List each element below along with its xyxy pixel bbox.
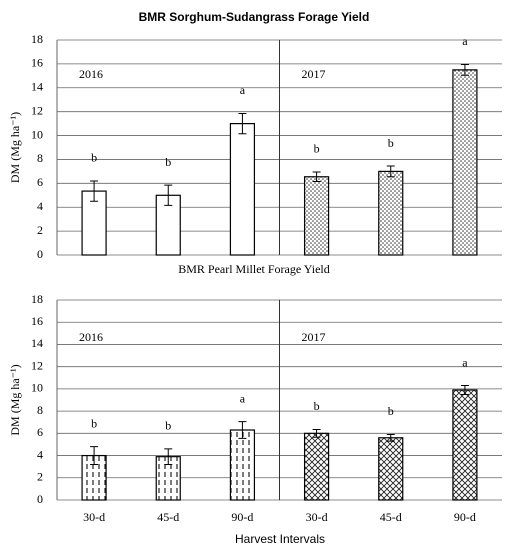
y-tick-label: 8: [37, 151, 43, 165]
significance-letter: b: [165, 419, 171, 433]
significance-letter: a: [240, 391, 246, 405]
x-tick-label: 45-d: [380, 510, 402, 524]
error-bar: [312, 171, 321, 183]
bar: [229, 123, 256, 256]
y-tick-label: 10: [31, 127, 43, 141]
error-bar: [90, 446, 99, 465]
bar: [378, 170, 404, 256]
chart-title: BMR Sorghum-Sudangrass Forage Yield: [139, 10, 370, 24]
group-label: 2016: [79, 330, 103, 344]
group-label: 2017: [302, 67, 326, 81]
bar: [303, 432, 330, 501]
x-tick-label: 45-d: [157, 510, 179, 524]
y-tick-label: 16: [31, 56, 43, 70]
x-tick-label: 90-d: [454, 510, 476, 524]
error-bar: [164, 448, 173, 465]
y-tick-label: 14: [31, 336, 43, 350]
significance-letter: a: [462, 34, 468, 48]
error-bar: [386, 165, 395, 178]
significance-letter: b: [165, 155, 171, 169]
y-tick-label: 6: [37, 425, 43, 439]
bar: [452, 69, 478, 256]
significance-letter: b: [91, 151, 97, 165]
x-tick-label: 30-d: [83, 510, 105, 524]
y-tick-label: 2: [37, 470, 43, 484]
error-bar: [386, 433, 395, 442]
y-tick-label: 18: [31, 292, 43, 306]
error-bar: [164, 184, 173, 206]
significance-letter: b: [314, 399, 320, 413]
error-bar: [90, 180, 99, 202]
error-bar: [238, 112, 247, 135]
y-tick-label: 10: [31, 381, 43, 395]
y-tick-label: 18: [31, 32, 43, 46]
significance-letter: b: [91, 416, 97, 430]
significance-letter: a: [462, 355, 468, 369]
x-tick-label: 90-d: [231, 510, 253, 524]
bar: [229, 429, 256, 501]
chart-title: BMR Pearl Millet Forage Yield: [178, 262, 330, 276]
group-label: 2017: [302, 330, 326, 344]
significance-letter: a: [240, 83, 246, 97]
bar: [303, 176, 330, 256]
error-bar: [312, 428, 321, 438]
y-tick-label: 4: [37, 199, 43, 213]
y-tick-label: 12: [31, 103, 43, 117]
y-tick-label: 0: [37, 247, 43, 261]
x-axis-label: Harvest Intervals: [235, 532, 325, 546]
y-tick-label: 2: [37, 223, 43, 237]
error-bar: [460, 385, 469, 395]
y-tick-label: 8: [37, 403, 43, 417]
error-bar: [460, 63, 469, 76]
y-tick-label: 16: [31, 314, 43, 328]
y-tick-label: 12: [31, 358, 43, 372]
bar: [452, 389, 478, 501]
significance-letter: b: [388, 136, 394, 150]
significance-letter: b: [314, 142, 320, 156]
bar: [378, 437, 404, 501]
y-tick-label: 0: [37, 492, 43, 506]
y-tick-label: 14: [31, 80, 43, 94]
group-label: 2016: [79, 67, 103, 81]
error-bar: [238, 421, 247, 439]
y-axis-label: DM (Mg ha⁻¹): [8, 364, 22, 435]
y-axis-label: DM (Mg ha⁻¹): [8, 112, 22, 183]
y-tick-label: 6: [37, 175, 43, 189]
y-tick-label: 4: [37, 447, 43, 461]
x-tick-label: 30-d: [306, 510, 328, 524]
significance-letter: b: [388, 404, 394, 418]
